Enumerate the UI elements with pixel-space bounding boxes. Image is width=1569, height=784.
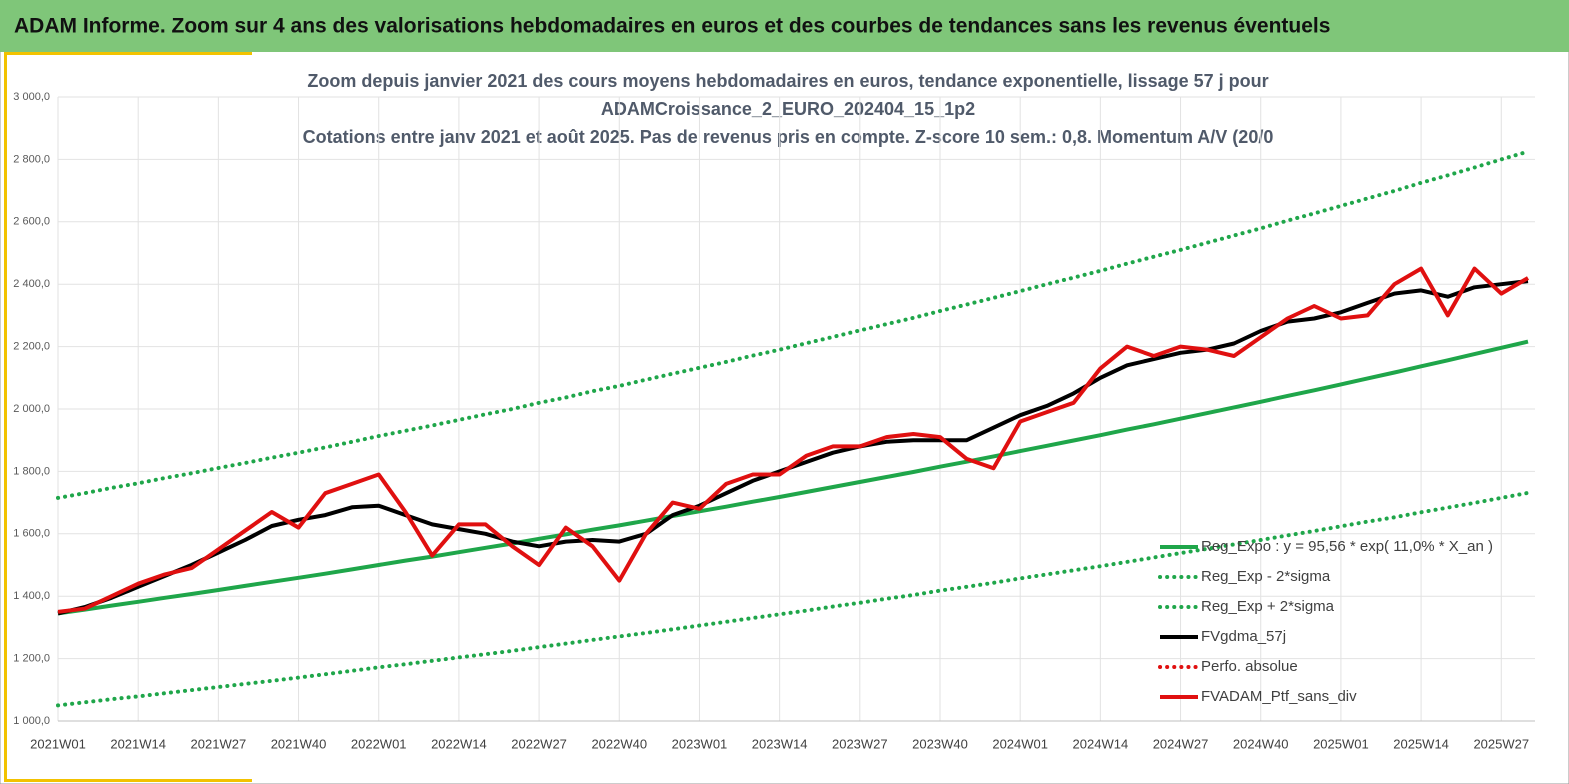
x-tick-label: 2022W40	[591, 736, 647, 751]
y-tick-label: 1 400,0	[13, 590, 50, 602]
accent	[4, 52, 7, 782]
legend-label: FVgdma_57j	[1201, 628, 1286, 645]
legend-label: Reg_Expo : y = 95,56 * exp( 11,0% * X_an…	[1201, 538, 1493, 555]
y-tick-label: 2 200,0	[13, 341, 50, 353]
y-tick-label: 1 600,0	[13, 528, 50, 540]
x-tick-label: 2024W40	[1233, 736, 1289, 751]
chart-title: Zoom depuis janvier 2021 des cours moyen…	[307, 71, 1268, 91]
x-tick-label: 2022W27	[511, 736, 567, 751]
series-line	[56, 490, 1530, 708]
x-tick-label: 2021W01	[30, 736, 86, 751]
x-tick-label: 2025W27	[1473, 736, 1529, 751]
x-tick-label: 2025W14	[1393, 736, 1449, 751]
chart-title: Cotations entre janv 2021 et août 2025. …	[303, 127, 1274, 147]
x-tick-label: 2023W27	[832, 736, 888, 751]
accent	[4, 779, 252, 782]
series-line	[56, 149, 1530, 500]
legend-label: Reg_Exp + 2*sigma	[1201, 598, 1335, 615]
y-tick-label: 3 000,0	[13, 91, 50, 103]
y-tick-label: 2 000,0	[13, 403, 50, 415]
legend-label: Perfo. absolue	[1201, 658, 1298, 675]
accent	[4, 52, 252, 55]
series-line	[57, 266, 1530, 614]
x-tick-label: 2024W14	[1073, 736, 1129, 751]
page-title: ADAM Informe. Zoom sur 4 ans des valoris…	[14, 15, 1330, 38]
x-tick-label: 2021W14	[110, 736, 166, 751]
y-tick-label: 1 200,0	[13, 653, 50, 665]
x-tick-label: 2022W14	[431, 736, 487, 751]
y-tick-label: 1 000,0	[13, 715, 50, 727]
x-tick-label: 2021W27	[191, 736, 247, 751]
x-tick-label: 2022W01	[351, 736, 407, 751]
y-tick-label: 2 800,0	[13, 153, 50, 165]
x-tick-label: 2023W01	[672, 736, 728, 751]
header-bar	[0, 0, 1569, 52]
x-tick-label: 2023W14	[752, 736, 808, 751]
x-tick-label: 2025W01	[1313, 736, 1369, 751]
x-tick-label: 2024W27	[1153, 736, 1209, 751]
y-tick-label: 1 800,0	[13, 465, 50, 477]
x-tick-label: 2024W01	[992, 736, 1048, 751]
legend-label: Reg_Exp - 2*sigma	[1201, 568, 1331, 585]
legend-label: FVADAM_Ptf_sans_div	[1201, 688, 1357, 705]
series-line	[57, 339, 1529, 616]
chart-title: ADAMCroissance_2_EURO_202404_15_1p2	[601, 99, 975, 119]
y-tick-label: 2 400,0	[13, 278, 50, 290]
x-tick-label: 2023W40	[912, 736, 968, 751]
y-tick-label: 2 600,0	[13, 216, 50, 228]
x-tick-label: 2021W40	[271, 736, 327, 751]
